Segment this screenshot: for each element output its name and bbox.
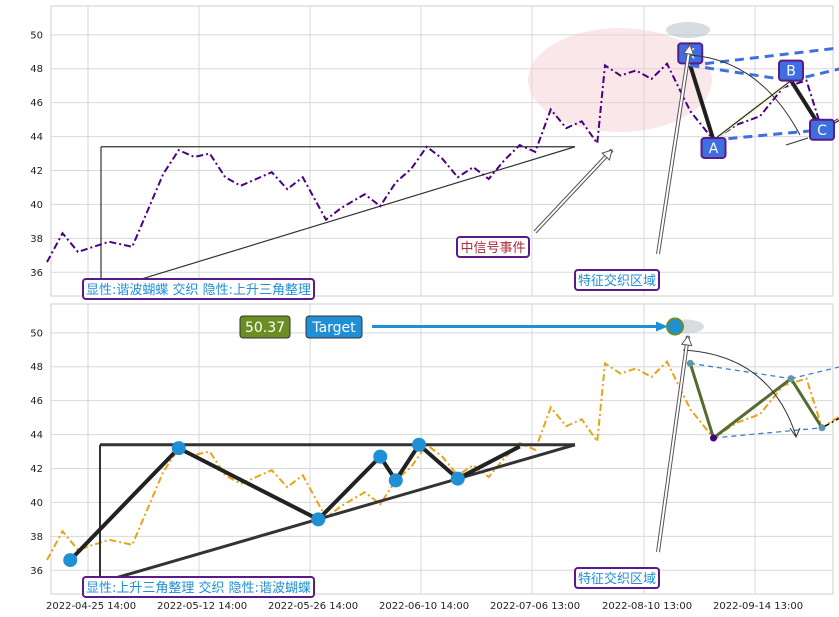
bottom-ytick-2: 40 (30, 498, 43, 509)
bottom-forecast-curve (682, 349, 797, 437)
bottom-target-dot (666, 317, 684, 336)
top-feature-zone-text: 特征交织区域 (578, 273, 656, 289)
bottom-zigzag-node-5 (412, 437, 426, 452)
xtick-0: 2022-04-25 14:00 (46, 601, 136, 612)
bottom-zigzag-line (68, 441, 521, 562)
bottom-ytick-7: 50 (30, 328, 43, 339)
bottom-target-value-box (239, 315, 291, 339)
top-node-label-A: A (709, 141, 719, 157)
bottom-target-label-text: Target (311, 320, 356, 336)
top-forecast-curve-cap (785, 137, 809, 146)
top-xabcd-dash-0 (690, 63, 792, 83)
bottom-ytick-3: 42 (30, 464, 43, 475)
bottom-target-label-box (305, 315, 363, 339)
bottom-forecast-curve-head (789, 427, 801, 439)
top-zone-arrow-head (682, 43, 695, 56)
bottom-feature-zone-text: 特征交织区域 (578, 571, 656, 587)
bottom-explicit-label-box (82, 576, 315, 598)
top-signal-arrow-inner (534, 149, 613, 233)
top-ytick-2: 40 (30, 200, 43, 211)
top-xabcd-dash-2 (690, 46, 839, 67)
bottom-xabcd-dash-0 (690, 362, 792, 380)
top-forecast-curve (689, 54, 801, 136)
bottom-ytick-1: 38 (30, 532, 43, 543)
top-node-box-B (778, 59, 804, 82)
bottom-zigzag-node-3 (373, 449, 388, 464)
bottom-explicit-label-text: 显性:上升三角整理 交织 隐性:谐波蝴蝶 (86, 580, 311, 596)
top-xabcd-dash-1 (790, 67, 839, 83)
top-pattern-zone (528, 28, 712, 132)
top-xabcd-leg-core-0 (689, 65, 714, 141)
bottom-plot-area (50, 303, 834, 595)
bottom-zigzag-node-6 (450, 471, 465, 486)
bottom-target-value-text: 50.37 (245, 320, 285, 336)
top-ytick-1: 38 (30, 234, 43, 245)
bottom-xabcd-dash-2 (713, 427, 823, 439)
top-triangle-bottom-line (130, 146, 576, 284)
bottom-xabcd-leg-0 (688, 362, 715, 439)
bottom-feature-zone-box (574, 567, 660, 589)
top-ytick-4: 44 (30, 132, 43, 143)
top-node-label-B: B (786, 64, 796, 80)
bottom-zigzag-node-0 (63, 553, 78, 568)
top-signal-event-box (456, 236, 530, 258)
xtick-4: 2022-07-06 13:00 (490, 601, 580, 612)
top-signal-event-text: 中信号事件 (460, 241, 525, 256)
top-xabcd-dash-3 (713, 128, 823, 142)
bottom-zone-arrow-head (680, 334, 693, 347)
top-explicit-label-text: 显性:谐波蝴蝶 交织 隐性:上升三角整理 (86, 282, 311, 298)
xtick-3: 2022-06-10 14:00 (379, 601, 469, 612)
bottom-target-arrow-head (656, 321, 668, 332)
bottom-zigzag-node-1 (171, 441, 186, 456)
top-zone-arrow-inner (657, 44, 691, 255)
bottom-ytick-4: 44 (30, 430, 43, 441)
top-price-line (46, 61, 839, 263)
top-ytick-7: 50 (30, 30, 43, 41)
bottom-ytick-5: 46 (30, 396, 43, 407)
bottom-ytick-0: 36 (30, 566, 43, 577)
bottom-price-line (46, 359, 839, 561)
top-node-box-C (809, 118, 835, 141)
bottom-triangle-bottom-line (106, 443, 576, 582)
bottom-xabcd-node-1 (710, 434, 717, 442)
top-explicit-label-box (82, 278, 315, 300)
top-node-label-C: C (817, 123, 827, 139)
bottom-zigzag-node-2 (311, 512, 326, 527)
xtick-1: 2022-05-12 14:00 (157, 601, 247, 612)
top-feature-zone-box (574, 269, 660, 291)
xtick-2: 2022-05-26 14:00 (268, 601, 358, 612)
bottom-xabcd-leg-1 (712, 377, 792, 440)
xtick-5: 2022-08-10 13:00 (602, 601, 692, 612)
top-ytick-6: 48 (30, 64, 43, 75)
top-signal-arrow-head (601, 149, 613, 161)
top-ytick-3: 42 (30, 166, 43, 177)
bottom-ytick-6: 48 (30, 362, 43, 373)
top-ytick-5: 46 (30, 98, 43, 109)
bottom-xabcd-dash-1 (790, 366, 839, 380)
bottom-xabcd-node-0 (686, 359, 694, 367)
top-ytick-0: 36 (30, 268, 43, 279)
xtick-6: 2022-09-14 13:00 (713, 601, 803, 612)
bottom-xabcd-node-2 (787, 375, 795, 383)
bottom-xabcd-leg-2 (789, 377, 824, 429)
bottom-xabcd-node-3 (818, 424, 826, 432)
bottom-zone-arrow-inner (657, 335, 689, 553)
top-xabcd-leg-core-1 (713, 80, 792, 141)
top-target-blur (666, 22, 710, 38)
bottom-zigzag-node-4 (388, 473, 403, 488)
top-node-box-A (700, 136, 727, 159)
